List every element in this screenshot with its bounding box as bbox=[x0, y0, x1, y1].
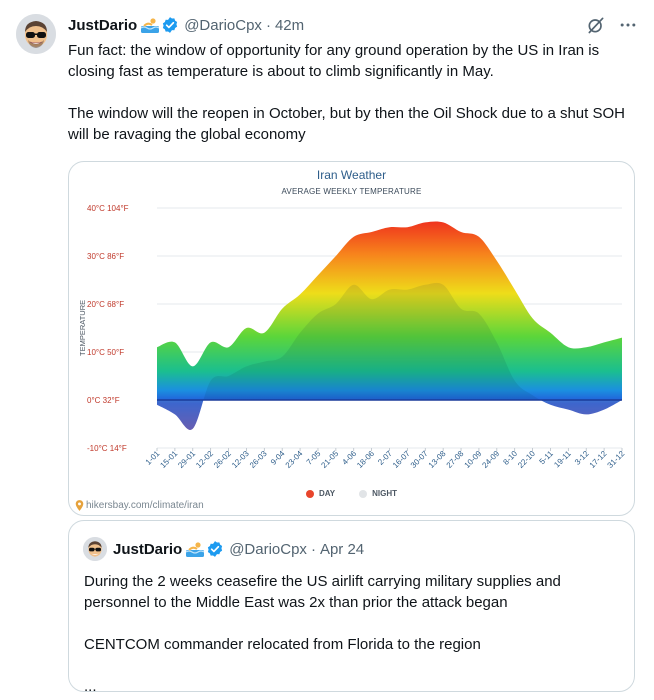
more-icon[interactable] bbox=[618, 15, 638, 35]
quoted-paragraph: CENTCOM commander relocated from Florida… bbox=[84, 636, 481, 653]
y-tick-label: 30°C 86°F bbox=[87, 252, 124, 261]
y-tick-label: -10°C 14°F bbox=[87, 444, 127, 453]
quoted-tweet-header: JustDario @DarioCpx · Apr 24 bbox=[83, 537, 364, 561]
y-axis-title: TEMPERATURE bbox=[78, 300, 87, 356]
x-tick-label: 31-12 bbox=[606, 449, 627, 470]
tweet-paragraph: The window will the reopen in October, b… bbox=[68, 105, 625, 143]
quoted-author-name: JustDario bbox=[113, 540, 183, 558]
x-tick-label: 17-12 bbox=[588, 449, 609, 470]
x-tick-label: 26-03 bbox=[248, 449, 269, 470]
quoted-tweet-text: During the 2 weeks ceasefire the US airl… bbox=[84, 571, 624, 692]
source-link[interactable]: hikersbay.com/climate/iran bbox=[75, 500, 204, 511]
legend-dot-day bbox=[305, 489, 314, 498]
source-text: hikersbay.com/climate/iran bbox=[86, 500, 204, 511]
legend-label-day: DAY bbox=[318, 489, 336, 498]
avatar-memoji-icon bbox=[16, 14, 56, 54]
chart-legend: DAY NIGHT bbox=[69, 489, 634, 498]
legend-item-night: NIGHT bbox=[359, 489, 397, 498]
legend-item-day: DAY bbox=[305, 489, 336, 498]
quoted-tweet[interactable]: JustDario @DarioCpx · Apr 24 During bbox=[68, 520, 635, 692]
chart-subtitle: AVERAGE WEEKLY TEMPERATURE bbox=[281, 187, 422, 196]
x-tick-label: 18-06 bbox=[355, 449, 376, 470]
x-tick-label: 15-01 bbox=[158, 449, 179, 470]
x-tick-label: 10-09 bbox=[462, 449, 483, 470]
avatar[interactable] bbox=[16, 14, 56, 54]
legend-label-night: NIGHT bbox=[372, 489, 398, 498]
x-tick-label: 27-08 bbox=[445, 449, 466, 470]
swimmer-emoji-icon bbox=[185, 541, 205, 557]
map-pin-icon bbox=[75, 500, 84, 511]
media-chart-image[interactable]: Iran Weather AVERAGE WEEKLY TEMPERATURE … bbox=[68, 161, 635, 516]
x-tick-label: 24-09 bbox=[480, 449, 501, 470]
x-tick-label: 21-05 bbox=[319, 449, 340, 470]
x-tick-label: 16-07 bbox=[391, 449, 412, 470]
x-tick-label: 12-03 bbox=[230, 449, 251, 470]
x-tick-label: 30-07 bbox=[409, 449, 430, 470]
y-tick-label: 10°C 50°F bbox=[87, 348, 124, 357]
grok-icon[interactable] bbox=[586, 15, 606, 35]
series-night-shade bbox=[157, 282, 622, 430]
x-tick-label: 23-04 bbox=[284, 449, 305, 470]
quoted-author-handle: @DarioCpx bbox=[229, 540, 307, 558]
y-tick-label: 40°C 104°F bbox=[87, 204, 129, 213]
x-tick-label: 22-10 bbox=[516, 449, 537, 470]
quoted-paragraph: ... bbox=[84, 678, 97, 692]
legend-dot-night bbox=[359, 489, 368, 498]
quoted-date: Apr 24 bbox=[319, 540, 365, 558]
tweet-paragraph: Fun fact: the window of opportunity for … bbox=[68, 42, 600, 80]
separator-dot: · bbox=[310, 540, 316, 558]
author-name[interactable]: JustDario bbox=[68, 16, 138, 34]
y-tick-label: 0°C 32°F bbox=[87, 396, 120, 405]
temperature-chart: 40°C 104°F 30°C 86°F 20°C 68°F 10°C 50°F 0°C… bbox=[78, 204, 627, 470]
x-tick-label: 12-02 bbox=[194, 449, 215, 470]
tweet-header: JustDario @DarioCpx · 42m bbox=[68, 14, 638, 36]
chart-title: Iran Weather bbox=[316, 168, 387, 182]
x-tick-label: 13-08 bbox=[427, 449, 448, 470]
quoted-paragraph: During the 2 weeks ceasefire the US airl… bbox=[84, 573, 561, 611]
x-tick-label: 19-11 bbox=[552, 449, 573, 470]
author-handle[interactable]: @DarioCpx bbox=[184, 16, 262, 34]
quoted-avatar bbox=[83, 537, 107, 561]
tweet-time[interactable]: 42m bbox=[274, 16, 305, 34]
verified-badge-icon[interactable] bbox=[161, 16, 179, 34]
swimmer-emoji-icon bbox=[140, 17, 160, 33]
y-tick-label: 20°C 68°F bbox=[87, 300, 124, 309]
separator-dot: · bbox=[265, 16, 271, 34]
x-tick-label: 29-01 bbox=[176, 449, 197, 470]
x-tick-label: 26-02 bbox=[212, 449, 233, 470]
verified-badge-icon bbox=[206, 540, 224, 558]
header-actions bbox=[586, 15, 638, 35]
avatar-memoji-icon bbox=[83, 537, 107, 561]
series-area-night bbox=[157, 282, 622, 430]
tweet-text: Fun fact: the window of opportunity for … bbox=[68, 40, 638, 145]
